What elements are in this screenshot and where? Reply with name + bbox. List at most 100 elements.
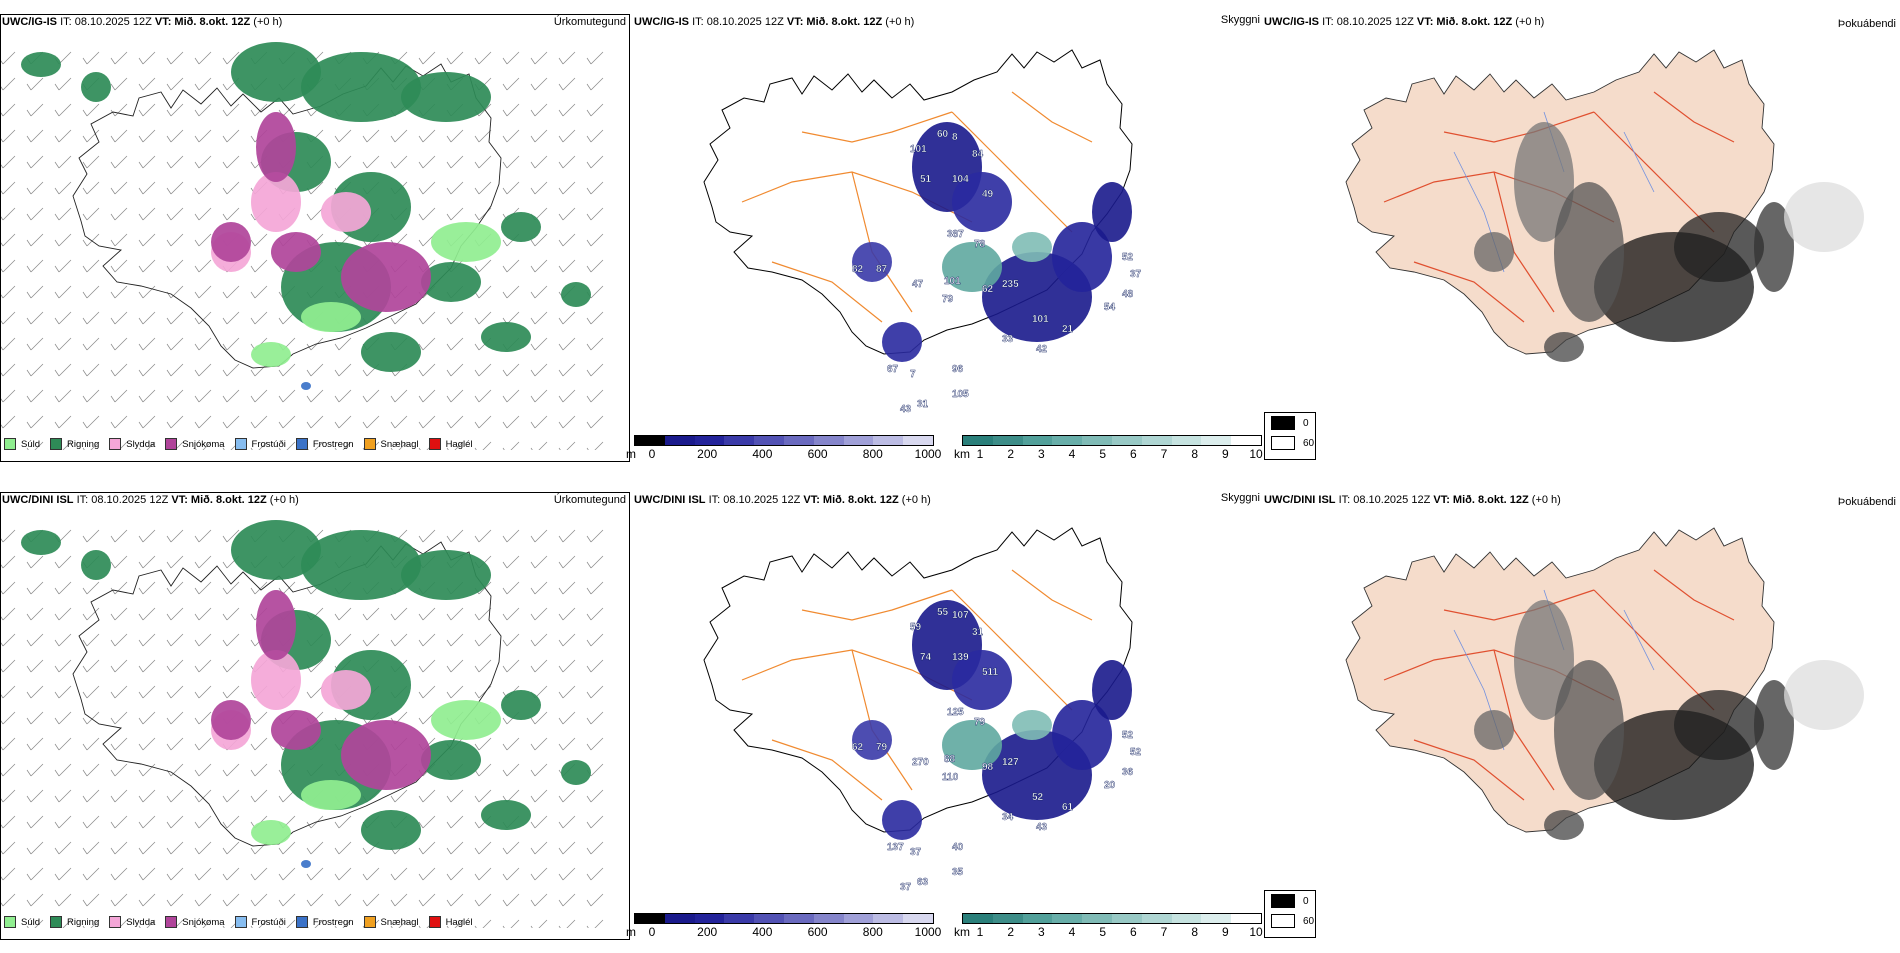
precip-area [501,212,541,242]
wind-barb [530,789,548,803]
legend-label: Frostregn [312,438,354,450]
wind-barb [558,607,576,621]
cloud-base-label: 105 [952,389,969,400]
cloud-base-label: 55 [937,607,949,618]
wind-barb [110,233,128,247]
wind-barb [26,841,44,855]
road-line [1443,589,1595,621]
wind-barb [138,555,156,569]
wind-barb [110,77,128,91]
low-cloud-area [882,800,922,840]
wind-barb [26,763,44,777]
cloud-base-label: 34 [1002,812,1014,823]
wind-barb [222,415,240,429]
wind-barb [54,685,72,699]
cloud-base-label: 51 [920,174,932,185]
colorbar-tick: 400 [752,447,773,461]
wind-barb [222,103,240,117]
low-cloud-area [942,720,1002,770]
wind-barb [26,893,44,907]
wind-barb [54,659,72,673]
wind-barb [1,103,16,117]
precip-type-map [1,520,604,928]
wind-barb [1,207,16,221]
wind-barb [82,155,100,169]
cloud-base-label: 74 [920,652,932,663]
legend-swatch [109,438,122,450]
colorbar-segment [783,436,814,445]
wind-barb [306,207,324,221]
low-cloud-area [1052,222,1112,292]
wind-barb [138,529,156,543]
colorbar-tick: 3 [1037,925,1045,939]
wind-barb [530,633,548,647]
legend-item: Súld [4,438,40,450]
colorbar-segment [813,436,844,445]
wind-barb [82,919,100,928]
wind-barb [166,311,184,325]
wind-barb [54,311,72,325]
legend-label: Rigning [67,438,100,450]
wind-barb [390,389,408,403]
wind-barb [110,737,128,751]
wind-barb [138,415,156,429]
wind-barb [278,389,296,403]
colorbar-segment [873,914,904,923]
colorbar-tick: 3 [1037,447,1045,461]
panel-variable-label: Úrkomutegund [553,16,626,28]
precip-area [561,282,591,307]
colorbar-tick: 7 [1160,447,1168,461]
cloud-base-label: 137 [887,842,904,853]
road-line [1593,111,1715,233]
wind-barb [138,685,156,699]
wind-barb [110,51,128,65]
road-line [1011,91,1093,143]
wind-barb [1,155,16,169]
wind-barb [26,737,44,751]
wind-barb [138,207,156,221]
wind-barb [166,51,184,65]
wind-barb [138,659,156,673]
wind-barb [166,841,184,855]
wind-barb [26,633,44,647]
wind-barb [250,867,268,881]
wind-barb [558,737,576,751]
legend-swatch [109,916,122,928]
wind-barb [166,337,184,351]
wind-barb [362,867,380,881]
wind-barb [558,181,576,195]
wind-barb [1,815,16,829]
visibility-colorbar: km 1 2 3 4 5 6 7 8 9 10 [954,435,1263,461]
legend-label: Snæhagl [380,438,419,450]
wind-barb [586,363,604,377]
wind-barb [278,867,296,881]
wind-barb [138,259,156,273]
legend-swatch [428,916,441,928]
wind-barb [418,389,436,403]
wind-barb [82,841,100,855]
wind-barb [222,285,240,299]
wind-barb [586,633,604,647]
wind-barb [222,155,240,169]
wind-barb [166,233,184,247]
wind-barb [530,77,548,91]
colorbar-tick: 8 [1191,447,1198,461]
cloud-base-label: 52 [1122,252,1134,263]
wind-barb [166,607,184,621]
colorbar-segment [1022,914,1053,923]
wind-barb [586,581,604,595]
wind-barb [558,789,576,803]
cloud-base-label: 87 [876,264,888,275]
precip-area [81,550,111,580]
cloud-base-label: 61 [1062,802,1074,813]
cloud-base-label: 20 [1104,780,1116,791]
wind-barb [334,633,352,647]
wind-barb [474,841,492,855]
wind-barb [446,441,464,450]
colorbar-tick: 10 [1249,447,1263,461]
cloud-base-label: 59 [910,622,922,633]
wind-barb [558,129,576,143]
wind-barb [1,363,16,377]
wind-barb [474,737,492,751]
wind-barb [194,763,212,777]
